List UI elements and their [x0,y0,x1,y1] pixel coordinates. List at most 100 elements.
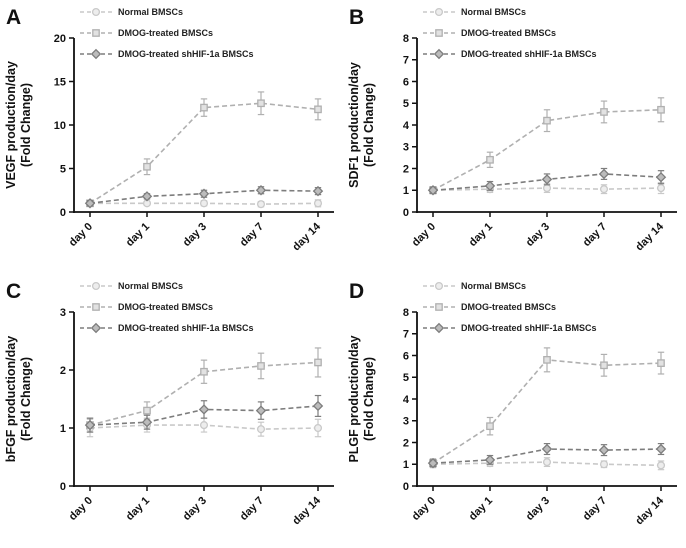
y-tick-label: 8 [403,307,409,319]
data-point-diamond-marker [541,174,553,185]
y-axis-label-line2: (Fold Change) [362,357,376,441]
x-tick-label: day 3 [524,495,552,523]
y-tick-label: 20 [54,33,66,45]
y-tick-label: 5 [60,163,66,175]
y-tick-label: 1 [60,423,66,435]
y-tick-label: 0 [60,481,66,493]
data-point-diamond-marker [433,322,445,334]
x-tick-label: day 1 [124,221,152,249]
x-tick-label: day 14 [290,494,323,527]
panel-label: A [6,6,21,29]
y-tick-label: 7 [403,329,409,341]
data-point-diamond-marker [427,457,439,469]
y-axis-label-line2: (Fold Change) [19,83,33,167]
panel-label: C [6,280,21,303]
x-tick-label: day 0 [67,495,95,523]
y-tick-label: 4 [403,394,410,406]
data-point-square-marker [143,162,151,171]
series-diamond [84,185,324,209]
series-circle [85,199,323,209]
legend-label: DMOG-treated shHIF-1a BMSCs [118,323,254,333]
x-tick-label: day 0 [410,221,438,249]
y-tick-label: 1 [403,185,409,197]
x-tick-label: day 14 [290,220,323,253]
series-diamond [427,167,667,196]
data-point-circle-marker [199,199,209,208]
data-point-square-marker [143,406,151,415]
data-point-diamond-marker [84,419,96,431]
data-point-square-marker [257,362,265,370]
y-axis-label-line1: bFGF production/day [4,336,18,462]
y-tick-label: 2 [60,365,66,377]
y-tick-label: 3 [403,142,409,154]
y-tick-label: 1 [403,459,409,471]
legend-label: DMOG-treated shHIF-1a BMSCs [461,323,597,333]
y-tick-label: 0 [60,207,66,219]
y-tick-label: 6 [403,76,409,88]
data-point-diamond-marker [141,191,153,202]
panel-D: D 0 1 2 3 4 5 6 7 8 day 0 day 1 day 3 day 7 day 14 PLGF… [343,274,686,548]
data-point-square-marker [92,303,100,311]
legend-label: DMOG-treated shHIF-1a BMSCs [461,49,597,59]
data-point-square-marker [257,99,265,108]
y-tick-label: 2 [403,437,409,449]
legend-label: DMOG-treated BMSCs [118,28,213,38]
legend-item: DMOG-treated BMSCs [80,28,213,38]
legend-item: Normal BMSCs [80,281,183,291]
legend-item: Normal BMSCs [423,7,526,17]
data-point-circle-marker [656,184,666,193]
panel-label: B [349,6,364,29]
x-tick-label: day 7 [238,495,266,523]
data-point-circle-marker [313,423,323,433]
data-point-circle-marker [91,281,101,291]
legend-label: DMOG-treated BMSCs [461,28,556,38]
x-tick-label: day 0 [67,221,95,249]
y-axis-label-line2: (Fold Change) [19,357,33,441]
data-point-diamond-marker [655,443,667,455]
x-tick-label: day 7 [581,495,609,523]
y-tick-label: 6 [403,350,409,362]
y-tick-label: 15 [54,76,66,88]
panel-B: B 0 1 2 3 4 5 6 7 8 day 0 day 1 day 3 day 7 day 14 SDF1… [343,0,686,274]
legend-item: DMOG-treated shHIF-1a BMSCs [80,48,254,60]
y-axis-label-line1: PLGF production/day [347,335,361,462]
data-point-diamond-marker [90,322,102,334]
data-point-circle-marker [256,200,266,209]
data-point-diamond-marker [255,185,267,196]
data-point-circle-marker [599,460,609,469]
legend-item: Normal BMSCs [423,281,526,291]
x-tick-label: day 1 [467,221,495,249]
data-point-diamond-marker [427,185,439,196]
y-tick-label: 5 [403,98,409,110]
data-point-square-marker [543,116,551,125]
x-tick-label: day 7 [238,221,266,249]
data-point-diamond-marker [90,48,102,60]
chart-panel-C: C 0 1 2 3 day 0 day 1 day 3 day 7 day 14 bFGF prod… [4,280,334,527]
panel-label: D [349,280,364,303]
data-point-diamond-marker [433,48,445,60]
legend-item: DMOG-treated shHIF-1a BMSCs [80,322,254,334]
series-square [86,91,322,208]
y-tick-label: 8 [403,33,409,45]
data-point-circle-marker [656,461,666,470]
data-point-diamond-marker [598,444,610,456]
data-point-square-marker [200,367,208,376]
x-tick-label: day 7 [581,221,609,249]
data-point-diamond-marker [141,416,153,428]
legend-label: Normal BMSCs [461,7,526,17]
data-point-square-marker [543,356,551,364]
legend-item: DMOG-treated BMSCs [423,302,556,312]
y-tick-label: 7 [403,55,409,67]
x-tick-label: day 3 [181,221,209,249]
data-point-square-marker [435,303,443,311]
legend-label: DMOG-treated shHIF-1a BMSCs [118,49,254,59]
data-point-diamond-marker [84,198,96,209]
x-tick-label: day 0 [410,495,438,523]
series-line [89,361,319,426]
y-tick-label: 3 [60,307,66,319]
data-point-square-marker [486,422,494,431]
series-circle [85,417,323,438]
data-point-circle-marker [91,7,101,17]
data-point-square-marker [435,29,443,37]
series-line [89,102,319,204]
